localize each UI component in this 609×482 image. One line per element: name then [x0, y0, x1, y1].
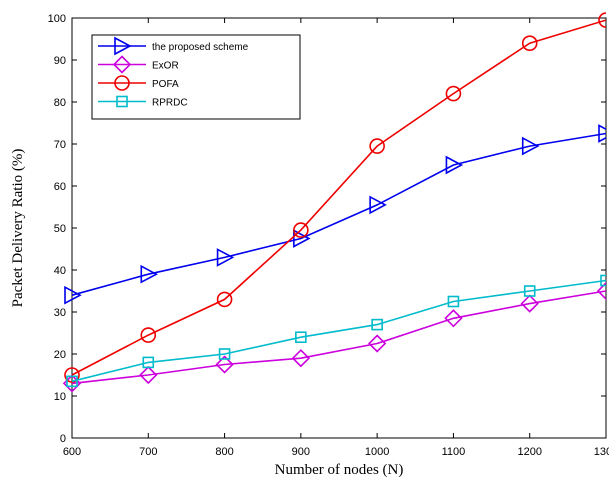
data-point: [523, 285, 536, 297]
series-line: [71, 279, 606, 383]
y-tick-label: 70: [54, 139, 66, 151]
y-tick-label: 10: [54, 391, 66, 403]
legend: the proposed scheme ExOR POFA RPRDC: [91, 34, 301, 120]
data-point: [295, 331, 307, 344]
data-point: [598, 124, 606, 143]
data-point: [293, 229, 311, 248]
legend-entry: RPRDC: [98, 95, 188, 109]
legend-label: the proposed scheme: [152, 42, 249, 53]
legend-label: ExOR: [152, 61, 179, 72]
data-point: [368, 334, 387, 353]
legend-marker: [114, 75, 130, 91]
x-tick-label: 900: [292, 446, 310, 458]
legend-entry: ExOR: [98, 55, 179, 74]
data-point: [293, 222, 309, 238]
x-tick-label: 1200: [517, 446, 541, 458]
series-rprdc: [66, 274, 606, 388]
data-point: [369, 195, 387, 215]
x-tick-label: 700: [139, 446, 157, 458]
data-point: [369, 138, 385, 154]
data-point: [444, 309, 463, 328]
series-layer: [62, 12, 606, 393]
data-point: [371, 318, 383, 331]
data-point: [140, 264, 158, 284]
legend-entry: the proposed scheme: [98, 36, 249, 56]
y-tick-label: 50: [54, 223, 66, 235]
series-pofa: [64, 12, 606, 383]
x-tick-label: 1000: [365, 446, 389, 458]
y-tick-label: 20: [54, 349, 66, 361]
x-tick-label: 1100: [442, 446, 466, 458]
data-point: [142, 356, 155, 369]
legend-marker: [112, 55, 132, 74]
data-point: [445, 85, 462, 102]
series-line: [71, 132, 606, 296]
data-point: [216, 291, 233, 308]
data-point: [596, 281, 606, 301]
data-point: [218, 348, 231, 360]
data-point: [520, 294, 539, 313]
y-tick-label: 0: [60, 433, 66, 445]
y-tick-label: 60: [54, 181, 66, 193]
y-axis-label: Packet Delivery Ratio (%): [10, 149, 26, 308]
y-tick-label: 100: [48, 13, 66, 25]
data-point: [600, 274, 606, 287]
data-point: [598, 12, 606, 28]
series-the-proposed-scheme: [64, 124, 606, 305]
data-point: [64, 285, 82, 305]
plot-area: 0 10 20 30 40 50 60 70 80 90 100 600 700 800 900 1000 11…: [48, 12, 609, 458]
data-point: [66, 375, 78, 388]
data-point: [291, 349, 310, 368]
y-tick-label: 40: [54, 265, 66, 277]
y-tick-label: 30: [54, 307, 66, 319]
data-point: [216, 248, 235, 267]
data-point: [445, 155, 464, 175]
y-tick-label: 80: [54, 97, 66, 109]
x-tick-label: 1300: [594, 446, 609, 458]
x-tick-label: 600: [63, 446, 81, 458]
y-tick-label: 90: [54, 55, 66, 67]
data-point: [64, 367, 80, 383]
data-point: [215, 355, 234, 374]
data-point: [139, 365, 158, 385]
legend-label: RPRDC: [152, 98, 188, 109]
data-point: [521, 136, 540, 156]
series-line: [71, 290, 606, 385]
legend-entry: POFA: [98, 75, 179, 91]
legend-marker: [114, 36, 132, 56]
legend-marker: [116, 95, 128, 108]
x-tick-label: 800: [215, 446, 233, 458]
series-line: [71, 19, 606, 376]
data-point: [521, 35, 538, 52]
x-axis-label: Number of nodes (N): [275, 462, 404, 478]
data-point: [140, 327, 157, 343]
data-point: [447, 295, 460, 308]
legend-label: POFA: [152, 79, 179, 90]
